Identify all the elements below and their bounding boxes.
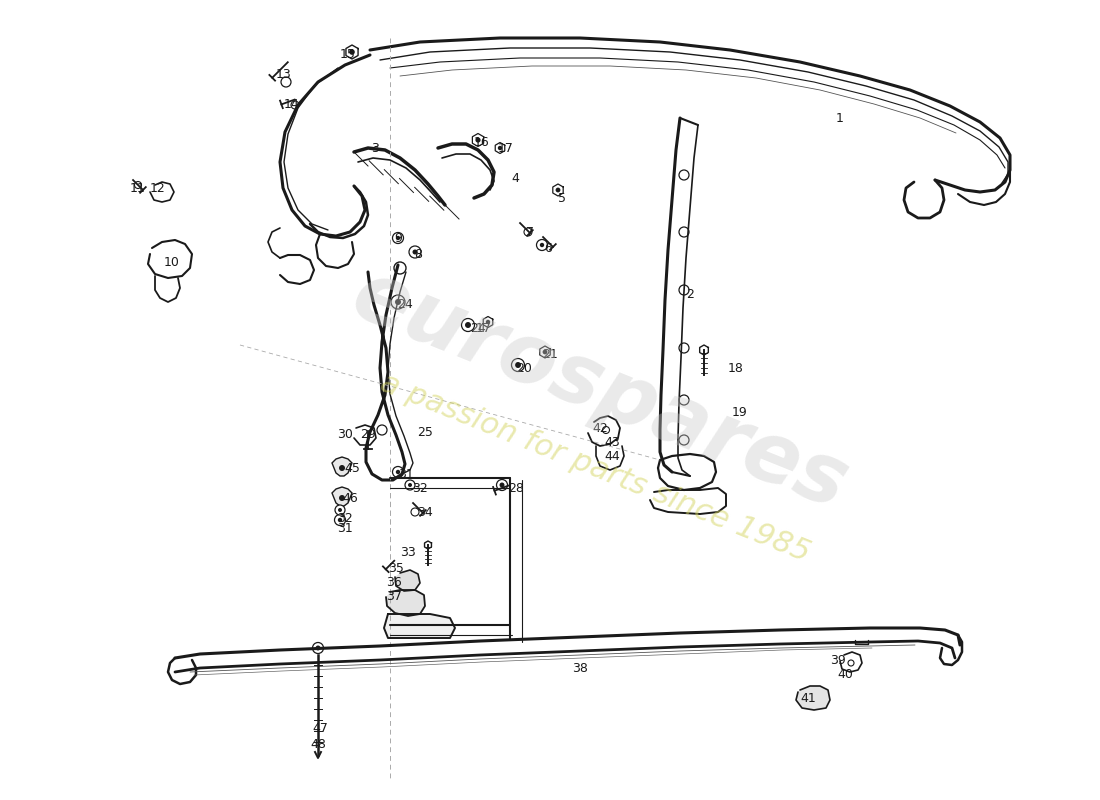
Circle shape	[316, 646, 320, 650]
Polygon shape	[332, 487, 352, 506]
Circle shape	[334, 514, 345, 526]
Text: 32: 32	[412, 482, 428, 494]
Polygon shape	[332, 457, 352, 476]
Circle shape	[540, 242, 544, 247]
Text: 37: 37	[386, 590, 402, 602]
Text: 21: 21	[542, 349, 558, 362]
Circle shape	[393, 233, 404, 243]
Text: 44: 44	[604, 450, 620, 462]
Circle shape	[339, 495, 345, 501]
Text: 39: 39	[830, 654, 846, 666]
Circle shape	[542, 350, 548, 354]
Circle shape	[412, 250, 418, 254]
Text: 17: 17	[476, 322, 492, 334]
Circle shape	[496, 479, 507, 490]
Text: 46: 46	[342, 491, 358, 505]
Circle shape	[396, 236, 400, 240]
Text: 43: 43	[604, 435, 620, 449]
Circle shape	[336, 505, 345, 515]
Circle shape	[499, 482, 505, 487]
Circle shape	[498, 146, 503, 150]
Text: 48: 48	[310, 738, 326, 750]
Circle shape	[339, 465, 345, 471]
Text: 8: 8	[414, 249, 422, 262]
Circle shape	[338, 508, 342, 512]
Text: 10: 10	[164, 255, 180, 269]
Circle shape	[556, 188, 560, 193]
Text: 35: 35	[388, 562, 404, 574]
Circle shape	[537, 239, 548, 250]
Circle shape	[338, 518, 342, 522]
Text: 34: 34	[417, 506, 433, 518]
Text: 31: 31	[398, 469, 414, 482]
Text: 24: 24	[397, 298, 412, 311]
Circle shape	[475, 138, 481, 142]
Polygon shape	[395, 570, 420, 591]
Circle shape	[393, 466, 404, 478]
Circle shape	[486, 320, 491, 324]
Text: 16: 16	[474, 135, 490, 149]
Text: 15: 15	[340, 49, 356, 62]
Text: 28: 28	[508, 482, 524, 494]
Circle shape	[349, 50, 355, 54]
Circle shape	[515, 362, 521, 368]
Circle shape	[312, 642, 323, 654]
Text: 31: 31	[337, 522, 353, 534]
Polygon shape	[796, 686, 830, 710]
Text: 11: 11	[130, 182, 146, 194]
Text: 1: 1	[836, 111, 844, 125]
Text: 41: 41	[800, 691, 816, 705]
Text: 12: 12	[150, 182, 166, 194]
Text: 38: 38	[572, 662, 587, 674]
Text: 24: 24	[470, 322, 486, 334]
Text: 45: 45	[344, 462, 360, 474]
Text: 33: 33	[400, 546, 416, 558]
Text: 29: 29	[360, 429, 376, 442]
Text: 13: 13	[276, 69, 292, 82]
Circle shape	[390, 295, 405, 309]
Text: 40: 40	[837, 667, 852, 681]
Circle shape	[462, 318, 474, 331]
Text: 30: 30	[337, 429, 353, 442]
Text: 36: 36	[386, 575, 402, 589]
Text: 47: 47	[312, 722, 328, 734]
Text: 2: 2	[686, 289, 694, 302]
Text: 6: 6	[544, 242, 552, 254]
Circle shape	[409, 246, 421, 258]
Circle shape	[465, 322, 471, 328]
Polygon shape	[384, 614, 455, 638]
Text: 7: 7	[526, 226, 534, 238]
Circle shape	[512, 358, 525, 371]
Text: 20: 20	[516, 362, 532, 374]
Circle shape	[408, 483, 412, 487]
Circle shape	[405, 480, 415, 490]
Text: 9: 9	[394, 231, 402, 245]
Circle shape	[396, 470, 400, 474]
Text: 17: 17	[498, 142, 514, 154]
Text: 3: 3	[371, 142, 378, 154]
Text: 32: 32	[337, 511, 353, 525]
Text: 5: 5	[558, 191, 566, 205]
Text: 42: 42	[592, 422, 608, 434]
Text: a passion for parts since 1985: a passion for parts since 1985	[376, 368, 814, 568]
Text: 4: 4	[512, 171, 519, 185]
Text: 19: 19	[733, 406, 748, 418]
Text: 18: 18	[728, 362, 744, 374]
Text: 25: 25	[417, 426, 433, 438]
Text: eurospares: eurospares	[341, 254, 859, 526]
Text: 14: 14	[284, 98, 300, 111]
Circle shape	[395, 299, 402, 305]
Polygon shape	[386, 590, 425, 616]
